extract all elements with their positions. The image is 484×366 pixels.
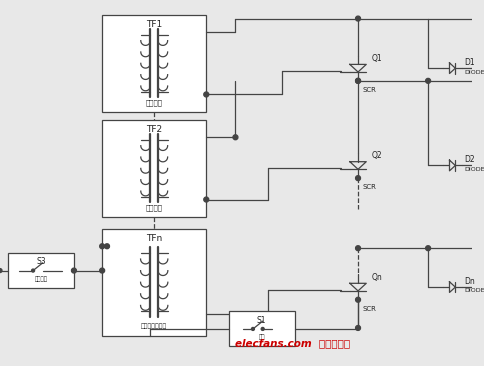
Text: S3: S3 xyxy=(36,257,45,266)
Circle shape xyxy=(355,176,360,180)
Bar xyxy=(8,253,74,288)
Bar xyxy=(228,311,294,347)
Text: 触发脚冲: 触发脚冲 xyxy=(34,277,47,282)
Text: Dn: Dn xyxy=(463,277,474,286)
Text: Q1: Q1 xyxy=(371,54,381,63)
Circle shape xyxy=(31,269,34,272)
Text: 触发脚冲: 触发脚冲 xyxy=(145,99,162,105)
Text: elecfans.com  电子发烧友: elecfans.com 电子发烧友 xyxy=(235,339,349,348)
Text: DIODE: DIODE xyxy=(463,70,484,75)
Text: S1: S1 xyxy=(257,316,266,325)
Circle shape xyxy=(261,328,264,330)
Text: TFn: TFn xyxy=(146,234,162,243)
Circle shape xyxy=(100,244,105,249)
Circle shape xyxy=(203,92,208,97)
Text: 触发脚冲: 触发脚冲 xyxy=(145,204,162,210)
Circle shape xyxy=(355,297,360,302)
Circle shape xyxy=(203,197,208,202)
Text: TF2: TF2 xyxy=(146,125,162,134)
Circle shape xyxy=(425,78,430,83)
Text: TF1: TF1 xyxy=(146,20,162,29)
Circle shape xyxy=(232,135,237,140)
Circle shape xyxy=(71,268,76,273)
Text: Qn: Qn xyxy=(371,273,381,282)
Circle shape xyxy=(425,246,430,251)
Circle shape xyxy=(105,244,109,249)
Text: D1: D1 xyxy=(463,58,474,67)
Text: SCR: SCR xyxy=(362,184,376,190)
Text: 信号: 信号 xyxy=(258,335,264,340)
Circle shape xyxy=(100,268,105,273)
Text: SCR: SCR xyxy=(362,87,376,93)
Text: SCR: SCR xyxy=(362,306,376,311)
Text: DIODE: DIODE xyxy=(463,288,484,294)
Text: D2: D2 xyxy=(463,155,474,164)
Bar xyxy=(102,229,206,336)
Circle shape xyxy=(355,78,360,83)
Bar xyxy=(102,120,206,217)
Circle shape xyxy=(355,246,360,251)
Bar xyxy=(102,15,206,112)
Circle shape xyxy=(0,269,2,273)
Text: 晶闸管驱动电路: 晶闸管驱动电路 xyxy=(141,323,167,329)
Circle shape xyxy=(355,16,360,21)
Circle shape xyxy=(251,328,254,330)
Text: DIODE: DIODE xyxy=(463,167,484,172)
Text: Q2: Q2 xyxy=(371,151,381,160)
Circle shape xyxy=(355,325,360,330)
Circle shape xyxy=(355,78,360,83)
